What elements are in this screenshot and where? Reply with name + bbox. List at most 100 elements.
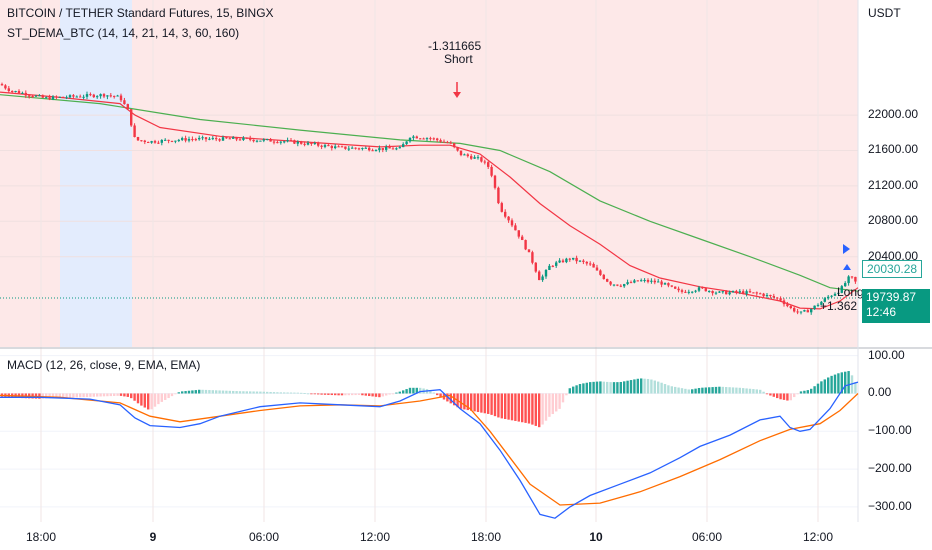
candle-body	[215, 138, 218, 140]
macd-histogram-bar	[75, 393, 78, 398]
macd-histogram-bar	[684, 388, 687, 394]
candle-body	[419, 138, 422, 140]
candle-body	[89, 94, 92, 96]
macd-histogram-bar	[823, 379, 826, 394]
chart-title: BITCOIN / TETHER Standard Futures, 15, B…	[7, 6, 274, 20]
candle-body	[313, 143, 316, 145]
candle-body	[181, 138, 184, 140]
long-signal-label: Long	[837, 285, 864, 299]
macd-histogram-bar	[259, 391, 262, 394]
candle-body	[711, 290, 714, 294]
macd-histogram-bar	[327, 393, 330, 395]
macd-histogram-bar	[514, 393, 517, 421]
candle-body	[616, 284, 619, 286]
candle-body	[830, 295, 833, 297]
candle-body	[813, 305, 816, 310]
macd-histogram-bar	[473, 393, 476, 412]
candle-body	[436, 138, 439, 141]
candle-body	[731, 290, 735, 293]
candle-body	[514, 225, 517, 231]
macd-histogram-bar	[408, 387, 412, 394]
macd-histogram-bar	[599, 381, 602, 394]
macd-histogram-bar	[497, 393, 500, 418]
candle-body	[782, 300, 786, 305]
macd-histogram-bar	[827, 377, 830, 394]
macd-histogram-bar	[813, 386, 816, 394]
macd-histogram-bar	[147, 393, 150, 410]
candle-body	[408, 137, 412, 142]
candle-body	[293, 140, 296, 144]
macd-histogram-bar	[167, 393, 170, 399]
time-tick-label: 12:00	[802, 530, 834, 544]
macd-histogram-bar	[674, 386, 677, 394]
macd-histogram-bar	[340, 393, 344, 396]
macd-histogram-bar	[742, 388, 745, 394]
macd-label[interactable]: MACD (12, 26, close, 9, EMA, EMA)	[7, 358, 201, 372]
candle-body	[266, 139, 269, 141]
candle-body	[538, 271, 541, 281]
candle-body	[765, 295, 769, 297]
candle-body	[279, 141, 282, 143]
macd-histogram-bar	[99, 393, 102, 397]
macd-pane	[0, 371, 859, 519]
macd-histogram-bar	[782, 393, 786, 400]
candle-body	[718, 291, 721, 293]
macd-histogram-bar	[844, 371, 847, 394]
macd-histogram-bar	[854, 382, 857, 394]
macd-histogram-bar	[85, 393, 89, 397]
candle-body	[810, 309, 813, 313]
macd-histogram-bar	[58, 393, 61, 399]
candle-body	[164, 139, 167, 141]
time-tick-label: 12:00	[359, 530, 391, 544]
macd-histogram-bar	[779, 393, 782, 400]
candle-body	[31, 96, 34, 98]
macd-histogram-bar	[466, 393, 469, 411]
macd-histogram-bar	[238, 391, 242, 394]
candle-body	[242, 137, 245, 140]
candle-body	[619, 285, 622, 287]
macd-histogram-bar	[619, 381, 622, 394]
macd-histogram-bar	[633, 379, 636, 394]
candle-body	[759, 293, 762, 295]
candle-body	[575, 257, 578, 262]
candle-body	[21, 92, 24, 94]
candle-body	[772, 295, 775, 298]
macd-histogram-bar	[252, 391, 255, 394]
price-tick-label: 20400.00	[868, 248, 919, 263]
macd-histogram-bar	[388, 393, 391, 395]
macd-histogram-bar	[510, 393, 514, 421]
macd-histogram-bar	[626, 380, 629, 394]
macd-histogram-bar	[92, 393, 95, 397]
macd-histogram-bar	[701, 387, 704, 394]
slow-ema-line	[0, 94, 859, 292]
macd-histogram-bar	[670, 386, 673, 394]
candle-body	[201, 137, 204, 139]
macd-histogram-bar	[643, 378, 646, 394]
candle-body	[208, 138, 211, 140]
candle-body	[113, 95, 116, 97]
candle-body	[262, 139, 265, 141]
candle-body	[548, 265, 551, 270]
candle-body	[79, 96, 82, 98]
macd-histogram-bar	[279, 392, 282, 394]
long-marker	[843, 244, 851, 270]
candle-body	[487, 162, 490, 167]
candle-body	[527, 249, 531, 253]
candle-body	[147, 141, 150, 143]
macd-histogram-bar	[157, 393, 160, 405]
macd-histogram-bar	[68, 393, 72, 398]
macd-histogram-bar	[820, 381, 823, 394]
macd-histogram-bar	[181, 391, 184, 394]
macd-histogram-bar	[344, 393, 347, 396]
candle-body	[191, 139, 194, 141]
candle-body	[415, 136, 418, 139]
indicator-label[interactable]: ST_DEMA_BTC (14, 14, 21, 14, 3, 60, 160)	[7, 26, 240, 40]
macd-histogram-bar	[483, 393, 486, 414]
candle-body	[337, 146, 340, 148]
macd-histogram-bar	[476, 393, 480, 412]
candle-body	[385, 146, 388, 150]
candle-body	[643, 279, 646, 281]
macd-histogram-bar	[286, 392, 289, 394]
macd-histogram-bar	[130, 393, 133, 399]
